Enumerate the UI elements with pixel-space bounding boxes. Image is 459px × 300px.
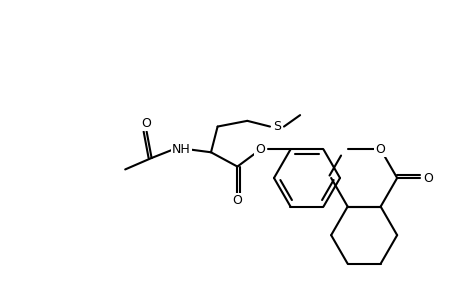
Text: O: O xyxy=(375,143,385,156)
Text: O: O xyxy=(255,143,265,156)
Text: S: S xyxy=(272,120,280,133)
Text: O: O xyxy=(422,172,432,184)
Text: O: O xyxy=(232,194,242,208)
Text: NH: NH xyxy=(172,143,190,156)
Text: O: O xyxy=(141,117,151,130)
